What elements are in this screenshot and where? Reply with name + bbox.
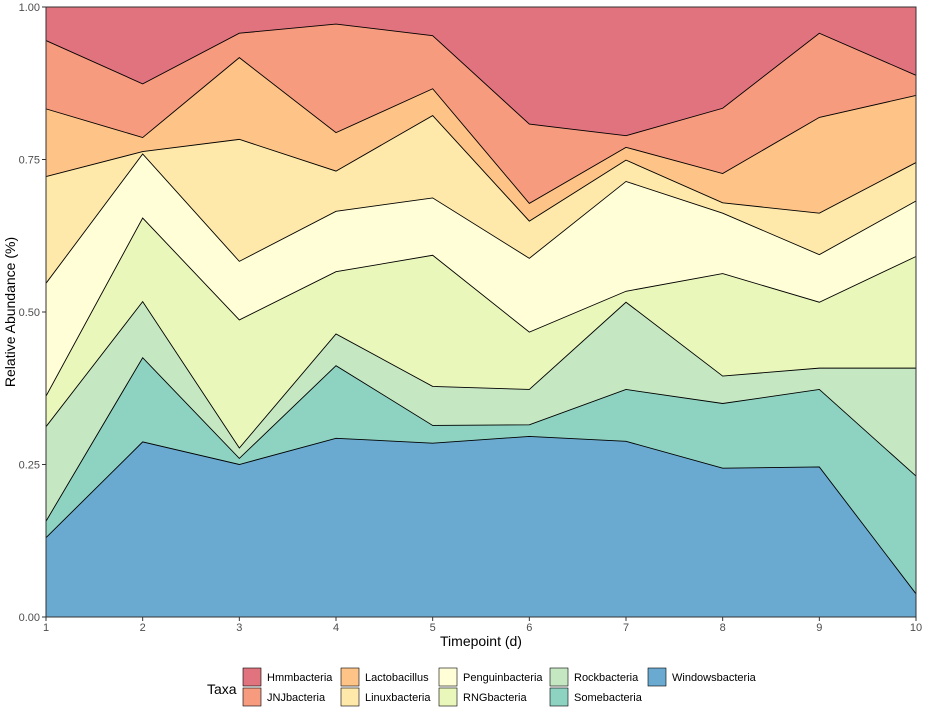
axes: 0.00 0.25 0.50 0.75 1.00 1 2 3 4 5 6 7 8 9 10 [19, 2, 923, 634]
area-series [45, 6, 917, 617]
area-hmmbacteria [46, 7, 916, 136]
area-windowsbacteria [46, 436, 916, 617]
x-tick-label: 4 [333, 622, 339, 634]
area-jnjbacteria [46, 24, 916, 204]
legend-label-jnjbacteria: JNJbacteria [267, 692, 326, 704]
x-tick-label: 5 [430, 622, 436, 634]
x-tick-label: 1 [43, 622, 49, 634]
x-tick-label: 6 [526, 622, 532, 634]
x-axis-title: Timepoint (d) [440, 633, 522, 649]
legend-label-rockbacteria: Rockbacteria [574, 672, 639, 684]
x-tick-label: 8 [720, 622, 726, 634]
y-axis-title: Relative Abundance (%) [2, 237, 18, 387]
legend-key-penguinbacteria [438, 667, 458, 687]
area-outline-lactobacillus [45, 57, 917, 204]
area-outline-somebacteria [45, 357, 917, 522]
x-tick-label: 3 [236, 622, 242, 634]
area-lactobacillus [46, 57, 916, 222]
area-linuxbacteria [46, 115, 916, 284]
area-outline-jnjbacteria [45, 23, 917, 137]
legend-key-windowsbacteria [647, 667, 667, 687]
y-tick-label: 1.00 [19, 2, 40, 14]
legend-key-rngbacteria [438, 687, 458, 707]
legend-label-penguinbacteria: Penguinbacteria [463, 672, 543, 684]
legend-label-rngbacteria: RNGbacteria [463, 692, 527, 704]
y-tick-label: 0.00 [19, 612, 40, 624]
area-rockbacteria [46, 301, 916, 522]
x-tick-label: 9 [816, 622, 822, 634]
area-outline-rockbacteria [45, 300, 916, 449]
legend-key-hmmbacteria [242, 667, 262, 687]
legend-key-lactobacillus [340, 667, 360, 687]
x-tick-label: 10 [910, 622, 922, 634]
legend-key-somebacteria [549, 687, 569, 707]
area-somebacteria [46, 357, 916, 594]
legend-label-somebacteria: Somebacteria [574, 692, 643, 704]
legend-label-lactobacillus: Lactobacillus [365, 672, 429, 684]
x-tick-label: 7 [623, 622, 629, 634]
legend-key-rockbacteria [549, 667, 569, 687]
area-outline-linuxbacteria [45, 115, 917, 222]
legend-title: Taxa [207, 681, 237, 697]
y-tick-label: 0.50 [19, 307, 40, 319]
legend-key-jnjbacteria [242, 687, 262, 707]
area-penguinbacteria [46, 154, 916, 397]
y-tick-label: 0.25 [19, 460, 40, 472]
legend-key-linuxbacteria [340, 687, 360, 707]
legend-label-windowsbacteria: Windowsbacteria [672, 672, 757, 684]
plot-area [45, 6, 917, 618]
area-outline-windowsbacteria [45, 435, 917, 595]
area-rngbacteria [46, 218, 916, 449]
area-outline-penguinbacteria [45, 153, 917, 284]
legend-label-linuxbacteria: Linuxbacteria [365, 692, 431, 704]
x-tick-label: 2 [140, 622, 146, 634]
legend-label-hmmbacteria: Hmmbacteria [267, 672, 333, 684]
area-outline-rngbacteria [45, 217, 917, 397]
legend: Taxa Hmmbacteria JNJbacteria Lactobacillus… [207, 667, 757, 707]
y-tick-label: 0.75 [19, 155, 40, 167]
